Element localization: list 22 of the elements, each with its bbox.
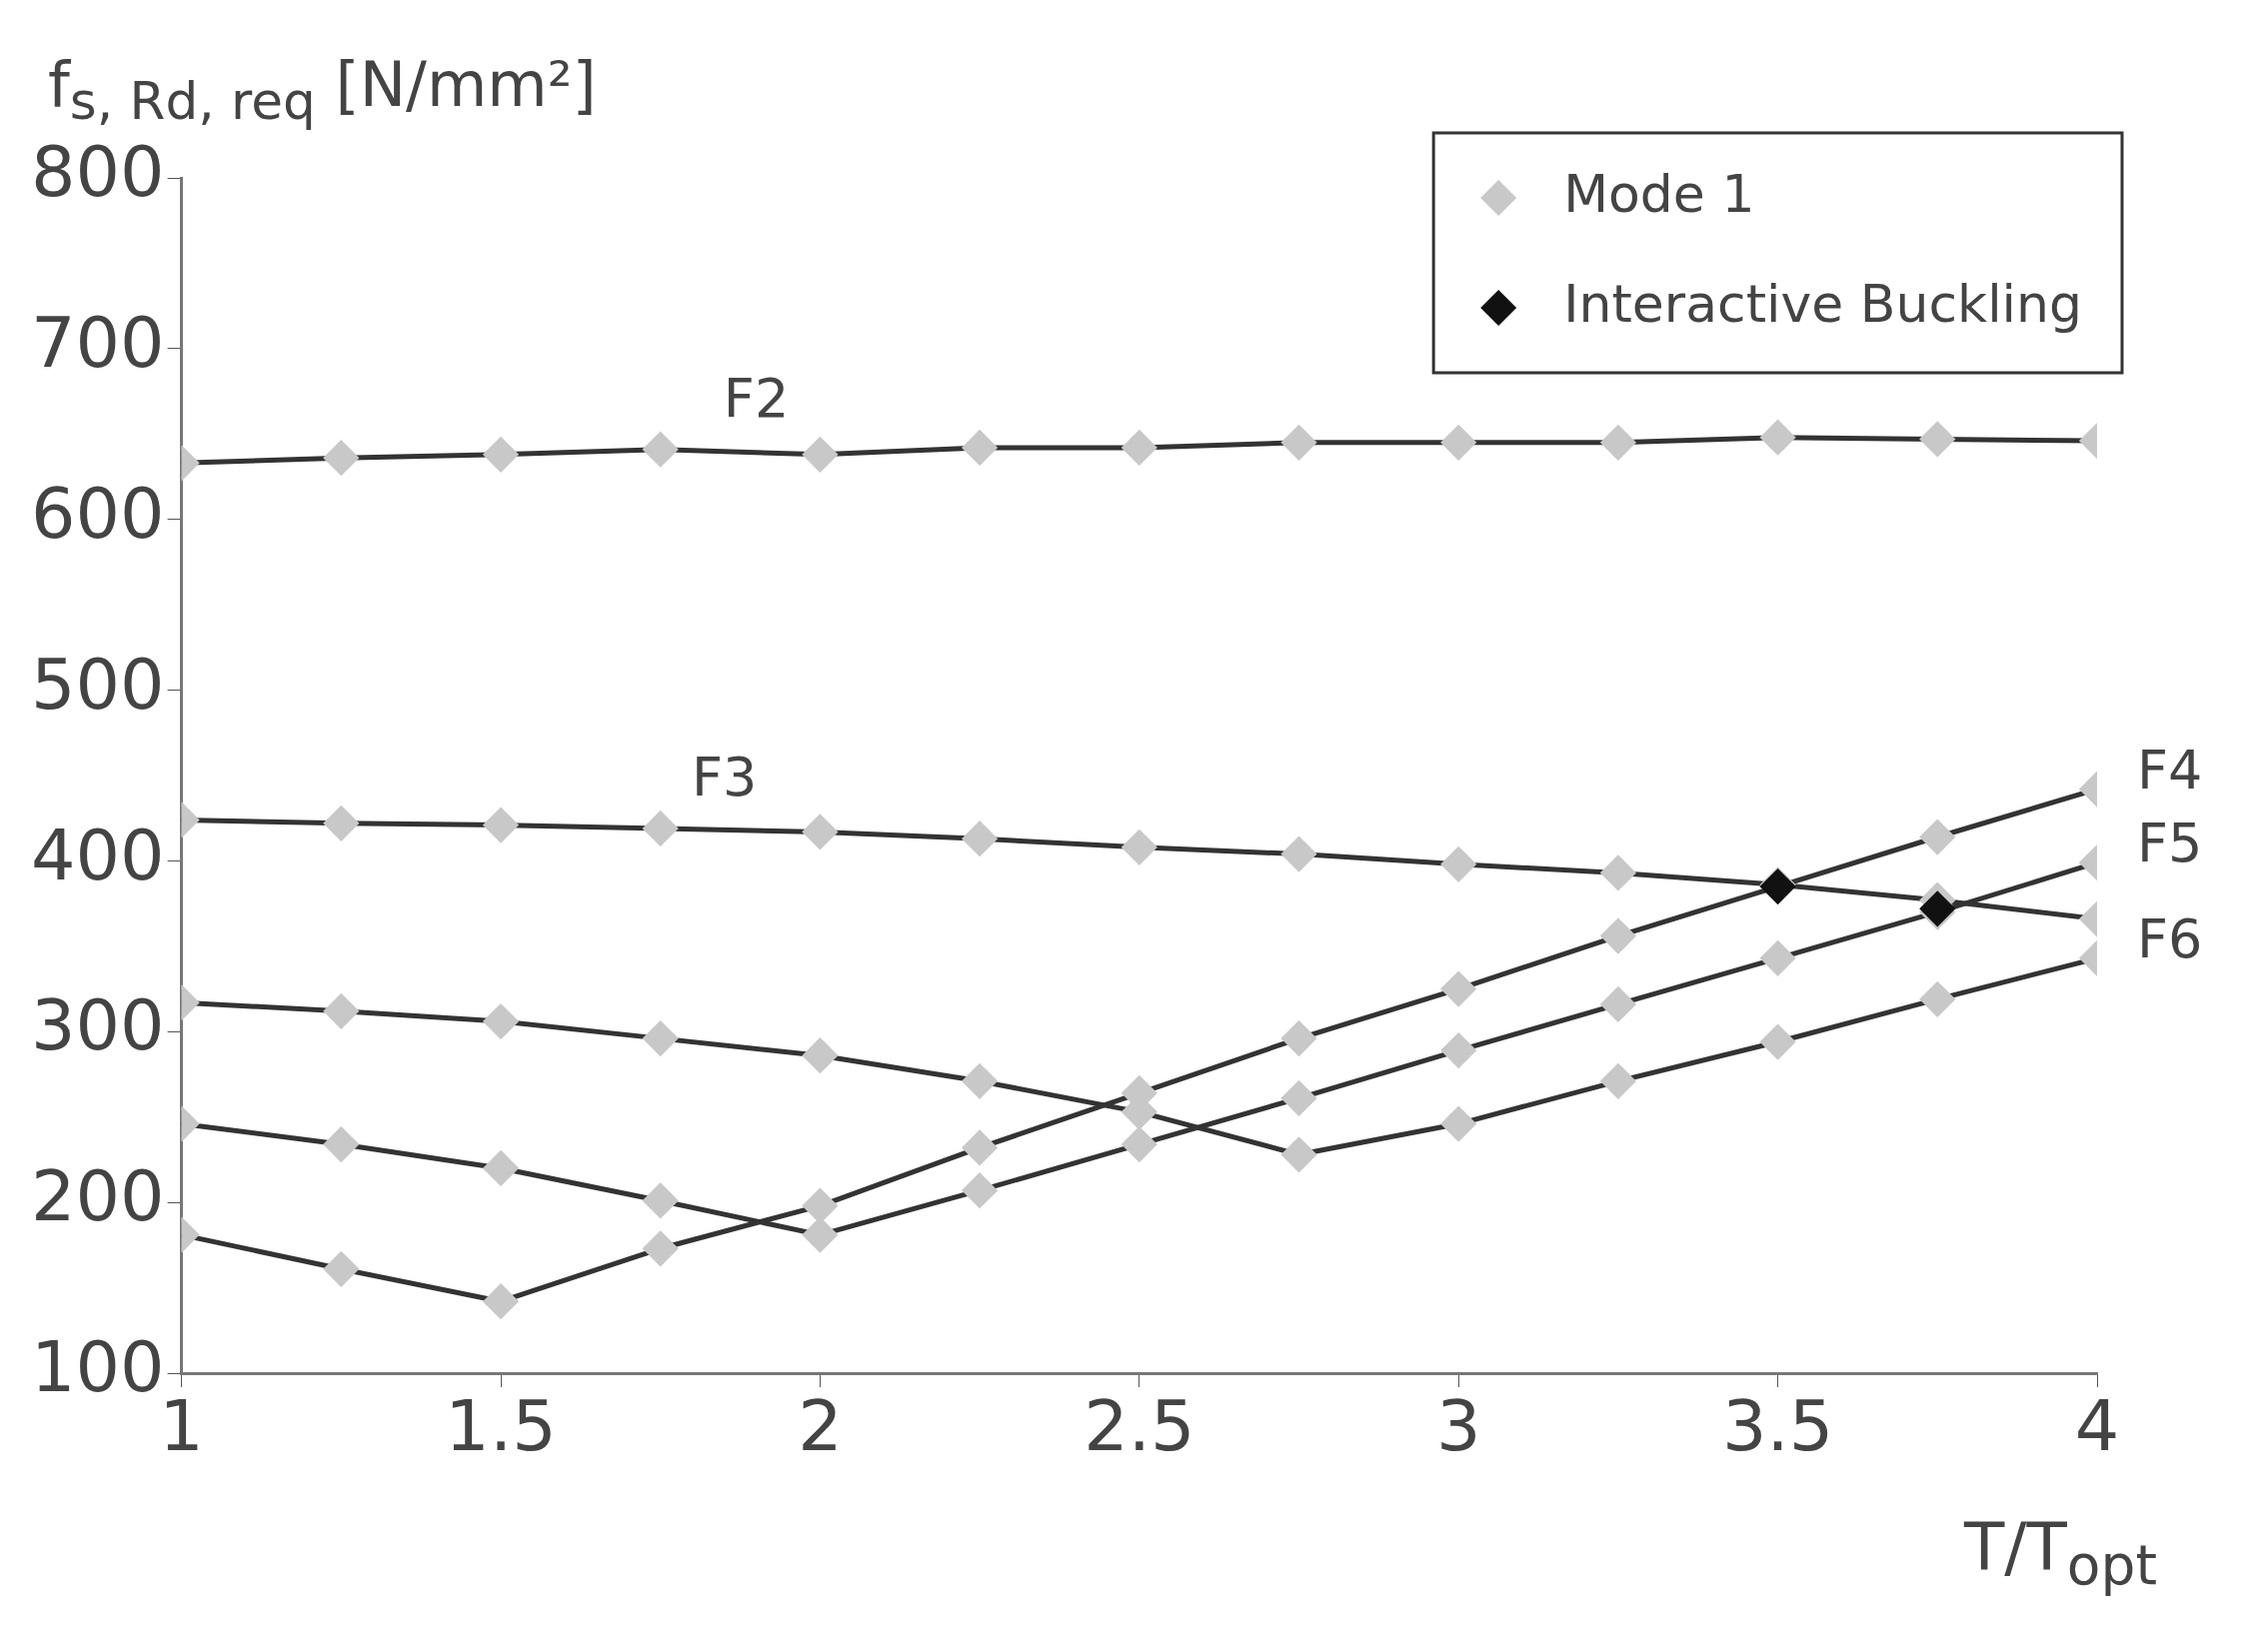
annotation: F3	[691, 746, 758, 809]
y-tick-label: 300	[31, 984, 165, 1067]
y-tick-label: 700	[31, 302, 165, 385]
annotation: F5	[2137, 812, 2203, 875]
y-tick-label: 400	[31, 814, 165, 896]
legend-label: Mode 1	[1563, 163, 1755, 224]
x-tick-label: 4	[2074, 1385, 2120, 1468]
annotation: F2	[723, 366, 790, 430]
annotation: F6	[2137, 906, 2203, 970]
annotation: F4	[2137, 738, 2203, 802]
x-tick-label: 3.5	[1721, 1385, 1834, 1468]
x-tick-label: 3	[1435, 1385, 1481, 1468]
x-tick-label: 2.5	[1084, 1385, 1195, 1468]
y-tick-label: 800	[31, 131, 165, 214]
x-axis-title: T/T$_{opt}$	[1963, 1508, 2157, 1597]
legend-label: Interactive Buckling	[1563, 273, 2083, 334]
y-tick-label: 600	[31, 472, 165, 555]
x-tick-label: 1.5	[445, 1385, 557, 1468]
y-tick-label: 500	[31, 643, 165, 726]
y-axis-title: f$_{s, Rd, req}$ [N/mm²]	[48, 48, 597, 132]
x-tick-label: 2	[798, 1385, 843, 1468]
y-tick-label: 200	[31, 1155, 165, 1238]
